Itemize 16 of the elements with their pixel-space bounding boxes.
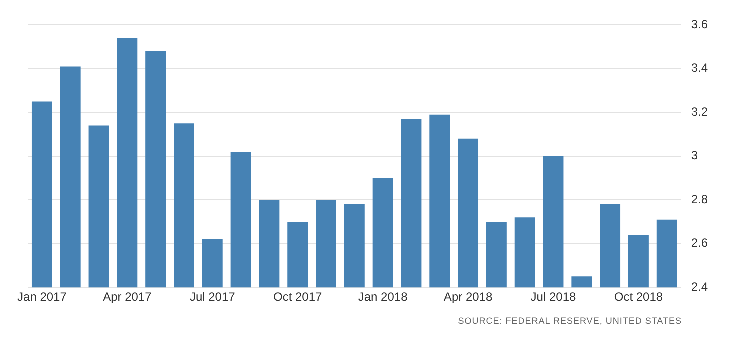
y-tick-label: 3.6 (691, 18, 708, 32)
source-note: SOURCE: FEDERAL RESERVE, UNITED STATES (457, 316, 683, 326)
x-tick-label: Jul 2017 (190, 290, 236, 304)
x-tick-label: Jul 2018 (530, 290, 577, 304)
y-tick-label: 3 (691, 148, 698, 163)
y-tick-label: 3.2 (691, 104, 708, 119)
x-tick-label: Jan 2017 (18, 290, 68, 304)
x-tick-label: Oct 2018 (614, 290, 664, 304)
x-tick-label: Apr 2018 (444, 290, 493, 304)
y-tick-label: 2.8 (691, 192, 708, 206)
x-tick-label: Oct 2017 (273, 290, 323, 304)
y-tick-label: 2.6 (691, 236, 708, 250)
y-tick-label: 2.4 (691, 280, 708, 294)
x-tick-label: Jan 2018 (358, 290, 408, 304)
y-tick-label: 3.4 (691, 61, 708, 76)
x-tick-label: Apr 2017 (103, 290, 152, 304)
